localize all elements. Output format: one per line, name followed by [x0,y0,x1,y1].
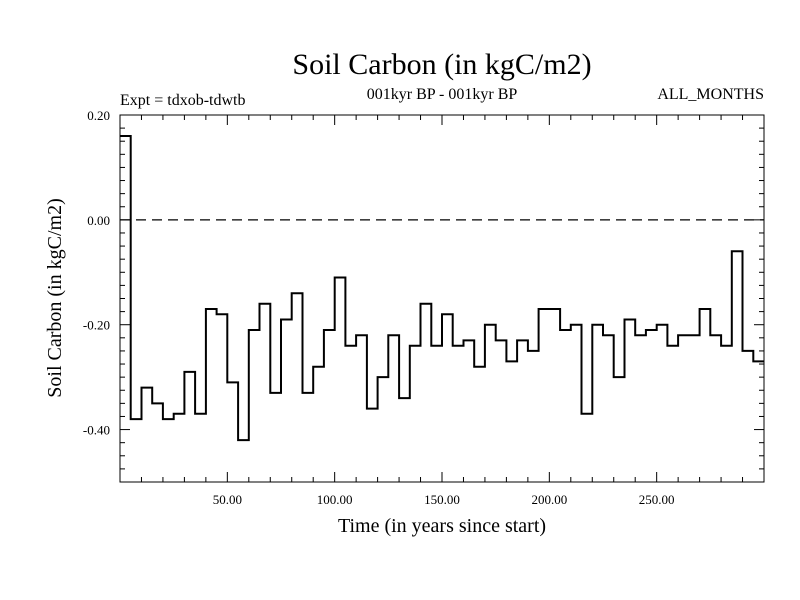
axis-ticks [120,115,764,482]
y-axis-label: Soil Carbon (in kgC/m2) [44,198,66,397]
x-axis-label: Time (in years since start) [338,515,546,537]
y-tick-label: 0.20 [87,108,110,123]
y-tick-label: -0.40 [83,423,110,438]
x-tick-label: 200.00 [531,492,567,507]
x-tick-label: 50.00 [213,492,242,507]
plot-frame [119,114,765,483]
axis-tick-labels: 50.00 100.00 150.00 200.00 250.00 0.20 0.00 -0.… [83,108,675,507]
y-tick-label: -0.20 [83,318,110,333]
experiment-label: Expt = tdxob-tdwtb [120,92,245,109]
months-label: ALL_MONTHS [657,86,764,103]
x-tick-label: 150.00 [424,492,460,507]
period-label: 001kyr BP - 001kyr BP [367,86,518,103]
chart-title: Soil Carbon (in kgC/m2) [292,48,591,81]
x-tick-label: 250.00 [639,492,675,507]
y-tick-label: 0.00 [87,213,110,228]
series-line [120,135,764,442]
x-tick-label: 100.00 [317,492,353,507]
